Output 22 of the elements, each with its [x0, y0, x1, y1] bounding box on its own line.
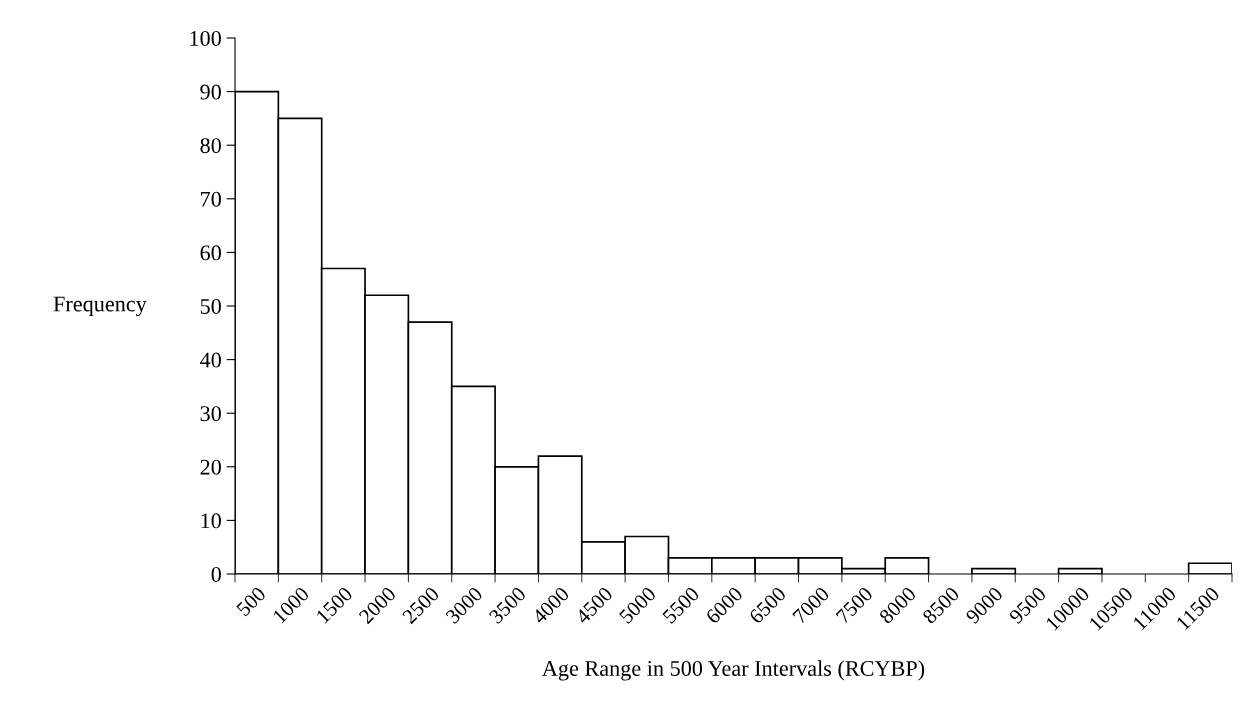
- y-tick-label: 60: [200, 245, 221, 261]
- x-tick-label: 500: [235, 586, 267, 617]
- x-tick-label: 8000: [878, 586, 917, 625]
- y-tick-label: 20: [200, 459, 221, 475]
- y-tick-label: 100: [190, 30, 221, 46]
- y-tick-label: 70: [201, 191, 221, 207]
- x-tick-label: 6500: [748, 586, 787, 625]
- x-tick-label: 7000: [792, 586, 830, 624]
- x-tick-label: 4000: [531, 586, 570, 625]
- x-tick-label: 6000: [705, 586, 744, 625]
- x-tick-label: 7500: [835, 586, 874, 624]
- y-tick-label: 30: [200, 406, 221, 422]
- y-tick-label: 10: [201, 513, 221, 529]
- y-tick-label: 90: [200, 84, 221, 100]
- y-tick-label: 0: [211, 566, 221, 582]
- y-axis-title: Frequency: [53, 296, 147, 317]
- x-tick-label: 4500: [574, 586, 614, 625]
- y-tick-label: 80: [200, 138, 221, 154]
- x-tick-label: 8500: [921, 586, 961, 625]
- y-tick-label: 40: [200, 352, 221, 368]
- x-axis-title: Age Range in 500 Year Intervals (RCYBP): [542, 660, 925, 681]
- y-tick-label: 50: [200, 298, 221, 314]
